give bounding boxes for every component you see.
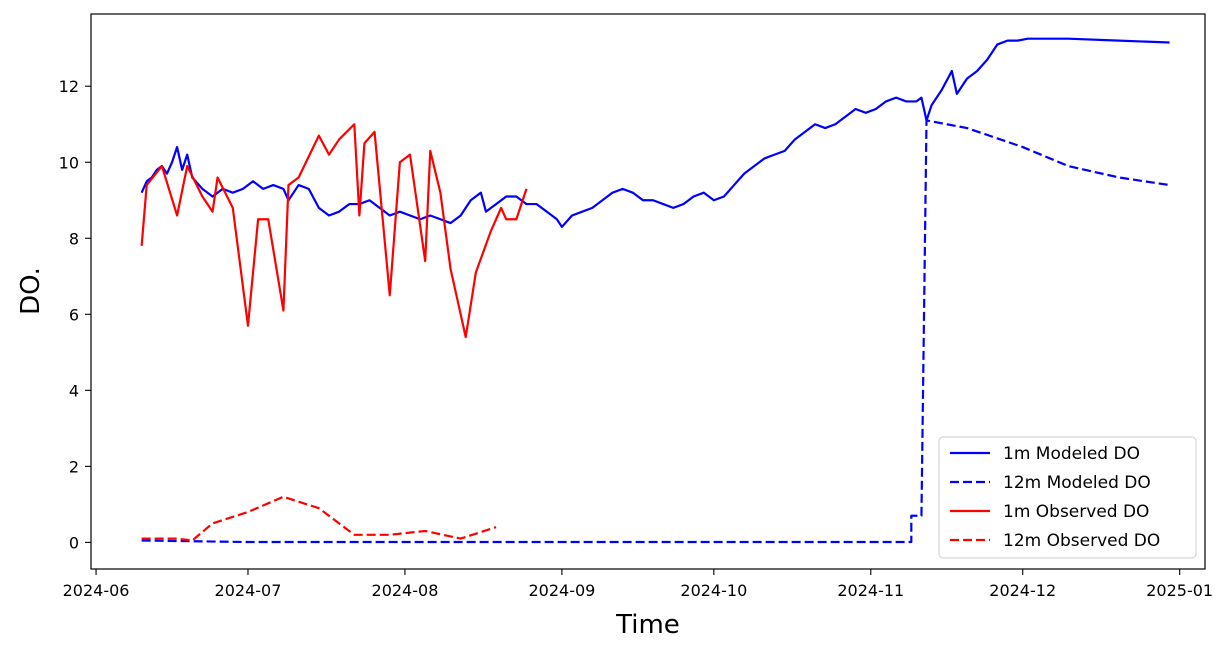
legend-label-1m-observed: 1m Observed DO [1003,502,1149,522]
x-tick-label: 2024-09 [528,581,595,600]
legend-label-12m-modeled: 12m Modeled DO [1003,473,1151,493]
x-tick-label: 2024-12 [989,581,1056,600]
series-1m-modeled-do [140,37,1170,228]
y-axis: 0 2 4 6 8 10 12 [59,77,91,552]
plot-frame [90,13,1206,570]
legend: 1m Modeled DO 12m Modeled DO 1m Observed… [938,436,1197,559]
series-1m-observed-do [140,123,528,339]
x-axis: 2024-06 2024-07 2024-08 2024-09 2024-10 2024-… [63,569,1213,600]
series-layer [140,37,1170,544]
y-tick-label: 10 [59,153,79,172]
x-tick-label: 2024-08 [372,581,439,600]
x-tick-label: 2024-06 [63,581,130,600]
series-12m-observed-do [141,495,497,542]
y-tick-label: 4 [69,381,79,400]
y-axis-title: DO. [16,267,46,315]
legend-label-1m-modeled: 1m Modeled DO [1003,444,1140,464]
legend-item-1m-observed: 1m Observed DO [950,502,1149,522]
legend-item-12m-observed: 12m Observed DO [950,531,1160,551]
x-tick-label: 2025-01 [1146,581,1213,600]
series-12m-modeled-do [141,119,1170,544]
y-tick-label: 8 [69,229,79,248]
y-tick-label: 6 [69,305,79,324]
y-tick-label: 12 [59,77,79,96]
legend-box [938,436,1197,559]
legend-item-12m-modeled: 12m Modeled DO [950,473,1151,493]
legend-label-12m-observed: 12m Observed DO [1003,531,1160,551]
legend-item-1m-modeled: 1m Modeled DO [950,444,1140,464]
x-tick-label: 2024-11 [837,581,904,600]
x-tick-label: 2024-10 [680,581,747,600]
y-tick-label: 2 [69,457,79,476]
x-tick-label: 2024-07 [215,581,282,600]
x-axis-title: Time [615,610,680,640]
y-tick-label: 0 [69,533,79,552]
